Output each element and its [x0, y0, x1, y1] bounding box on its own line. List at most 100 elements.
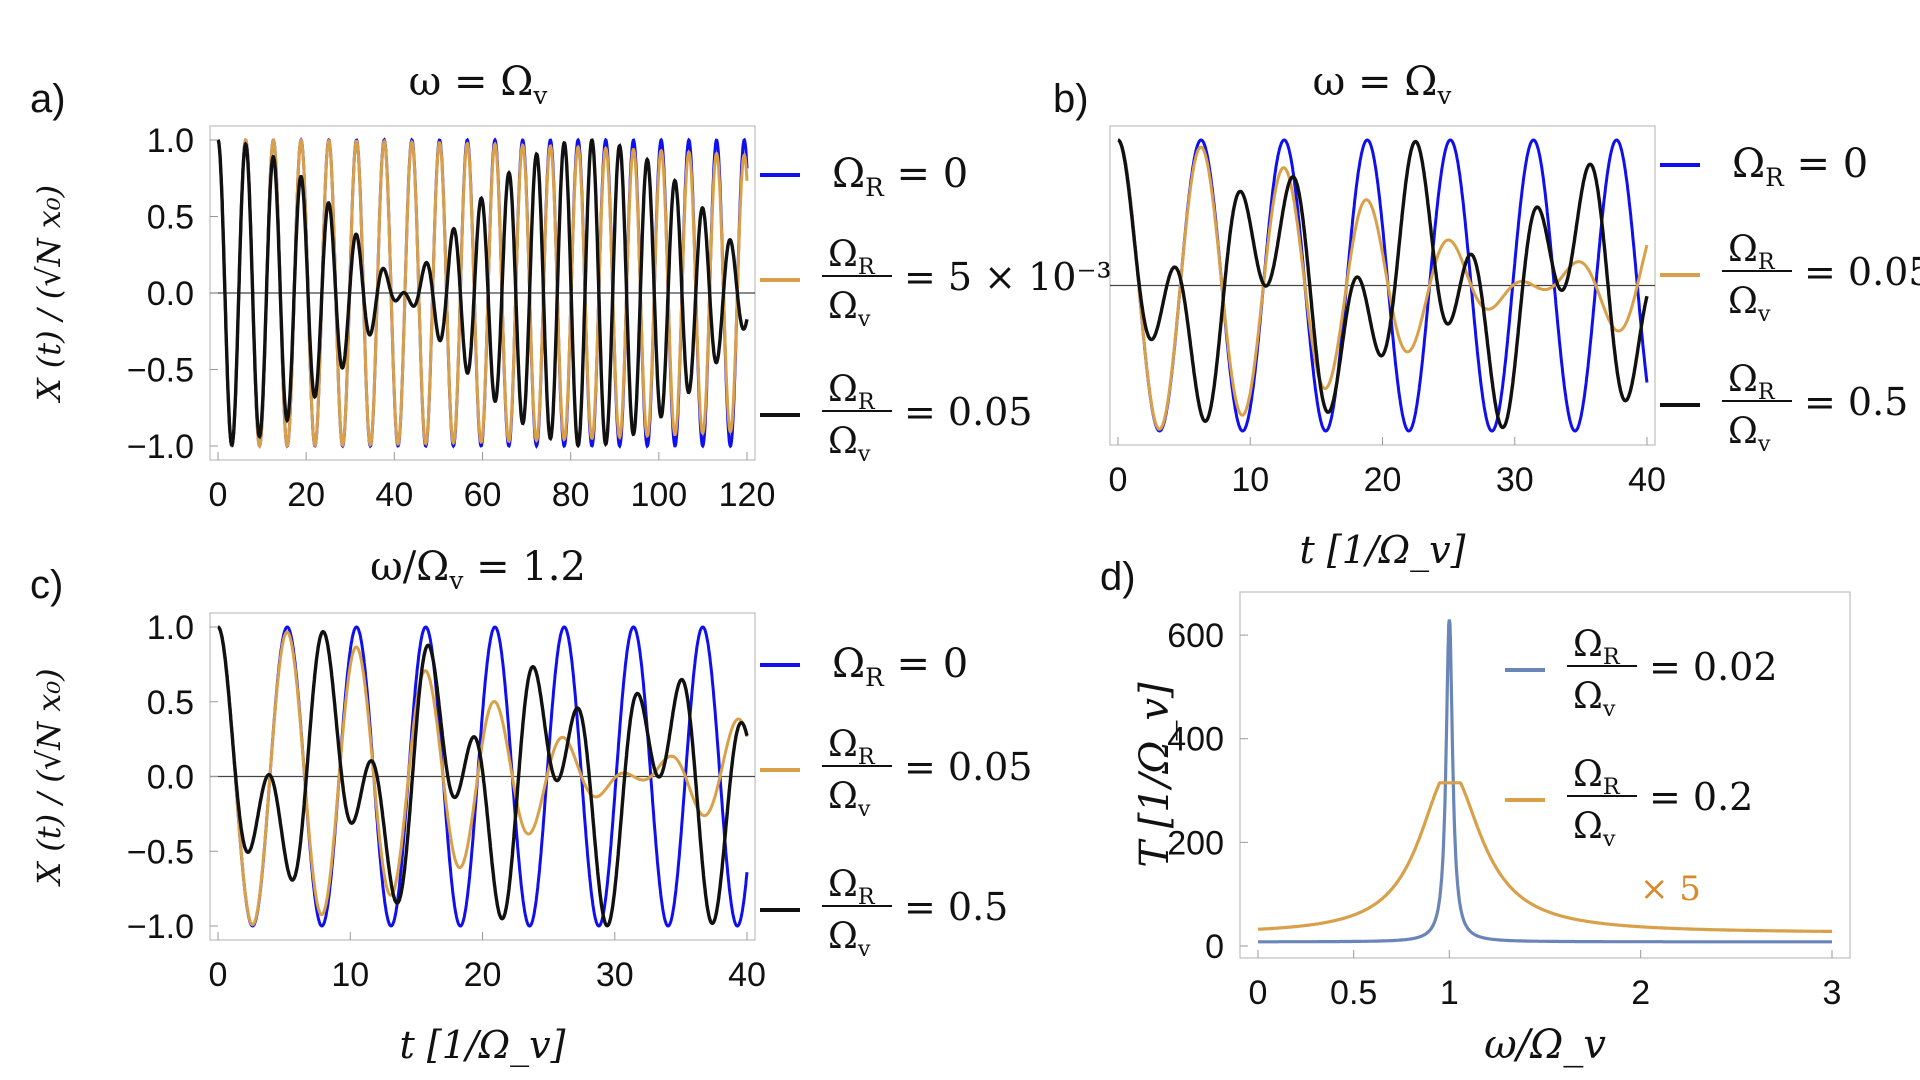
panel-4-ylabel: T [1/Ω_v] [1132, 682, 1178, 868]
panel-1-legend-1-text: ΩR = 0 [832, 151, 968, 202]
panel-1-ytick-label: 0.0 [147, 275, 194, 313]
panel-2-xlabel: t [1/Ω_v] [1300, 528, 1466, 573]
panel-4-xlabel: ω/Ω_v [1484, 1022, 1606, 1068]
panel-3-ytick-label: 0.5 [147, 684, 194, 722]
panel-3-legend-1-text: ΩR = 0 [832, 641, 968, 692]
panel-3-series-3 [217, 625, 749, 928]
panel-4-ytick-label: 0 [1205, 928, 1224, 966]
panel-3-legend-2-den: Ωv [828, 776, 871, 822]
panel-2-legend-1-text: ΩR = 0 [1732, 141, 1868, 192]
panel-1-legend-3: ΩR Ωv = 0.05 [760, 369, 1033, 467]
panel-3-ytick-label: 1.0 [147, 609, 194, 647]
panel-1-xtick-label: 40 [375, 476, 413, 514]
panel-3-ylabel-text: X (t) / (√N x₀) [30, 668, 68, 887]
panel-4-legend-2-rhs: = 0.2 [1649, 775, 1753, 819]
panel-4-ytick-label: 200 [1167, 824, 1224, 862]
panel-4-xtick-label: 1 [1440, 974, 1459, 1012]
panel-2-xtick-label: 30 [1496, 461, 1534, 499]
panel-2-xtick-label: 40 [1628, 461, 1666, 499]
panel-3-legend-1: ΩR = 0 [760, 641, 968, 692]
panel-2-legend-3-den: Ωv [1728, 411, 1771, 457]
panel-2-legend-2-den: Ωv [1728, 281, 1771, 327]
panel-4-series-1 [1258, 619, 1832, 944]
panel-4-ytick-label: 600 [1167, 617, 1224, 655]
panel-1-legend-2-rhs: = 5 × 10⁻³ [904, 255, 1112, 299]
panel-4-frame [1239, 591, 1851, 959]
panel-3-xtick-label: 40 [728, 956, 766, 994]
panel-1-xtick-label: 100 [630, 476, 687, 514]
panel-4-label: d) [1100, 555, 1136, 599]
panel-3-ytick-label: 0.0 [147, 759, 194, 797]
panel-1-legend-3-rhs: = 0.05 [904, 390, 1033, 434]
panel-1-legend-3-den: Ωv [828, 421, 871, 467]
panel-3-xtick-label: 20 [464, 956, 502, 994]
panel-2-xtick-label: 20 [1364, 461, 1402, 499]
panel-2-legend-2-rhs: = 0.05 [1804, 250, 1920, 294]
panel-3-legend-3: ΩR Ωv = 0.5 [760, 864, 1008, 962]
panel-2-legend-3-num: ΩR [1728, 359, 1776, 405]
panel-1-xtick-label: 120 [719, 476, 776, 514]
panel-4-xtick-label: 2 [1631, 974, 1650, 1012]
panel-2-legend-2-num: ΩR [1728, 229, 1776, 275]
panel-4-xtick-label: 0 [1249, 974, 1268, 1012]
panel-4-legend-2: ΩR Ωv = 0.2 [1505, 754, 1753, 852]
panel-1-series-3 [216, 138, 749, 449]
panel-4-legend-1-num: ΩR [1573, 624, 1621, 670]
panel-2-xtick-label: 10 [1231, 461, 1269, 499]
panel-4-legend-1-rhs: = 0.02 [1649, 645, 1778, 689]
panel-1-ytick-label: 0.5 [147, 199, 194, 237]
panel-1-ylabel: X (t) / (√N x₀) [30, 185, 68, 404]
panel-3-legend-2-num: ΩR [828, 724, 876, 770]
panel-2-xtick-label: 0 [1109, 461, 1128, 499]
panel-3-xtick-label: 30 [596, 956, 634, 994]
panel-1-title: ω = Ωv [409, 59, 548, 110]
panel-3-legend-3-num: ΩR [828, 864, 876, 910]
panel-1-ytick-label: 1.0 [147, 122, 194, 160]
panel-2-series-1 [1117, 138, 1649, 433]
panel-2-legend-3-rhs: = 0.5 [1804, 380, 1908, 424]
panel-4-legend-2-num: ΩR [1573, 754, 1621, 800]
panel-2-legend-3: ΩR Ωv = 0.5 [1660, 359, 1908, 457]
panel-1-xtick-label: 60 [464, 476, 502, 514]
panel-4-legend-1-den: Ωv [1573, 676, 1616, 722]
panel-4-xtick-label: 0.5 [1330, 974, 1377, 1012]
panel-4-legend-1: ΩR Ωv = 0.02 [1505, 624, 1778, 722]
panel-3-legend-3-den: Ωv [828, 916, 871, 962]
panel-3-ytick-label: −1.0 [127, 908, 194, 946]
panel-4-xtick-label: 3 [1823, 974, 1842, 1012]
panel-1-xtick-label: 80 [552, 476, 590, 514]
panel-1-xtick-label: 20 [287, 476, 325, 514]
panel-1-ylabel-text: X (t) / (√N x₀) [30, 185, 68, 404]
panel-3-xtick-label: 0 [209, 956, 228, 994]
panel-2-legend-1: ΩR = 0 [1660, 141, 1868, 192]
panel-4-ylabel-text: T [1/Ω_v] [1132, 682, 1178, 868]
panel-1-label: a) [30, 77, 66, 121]
panel-1-legend-1: ΩR = 0 [760, 151, 968, 202]
panel-2-legend-2: ΩR Ωv = 0.05 [1660, 229, 1920, 327]
panel-1-ytick-label: −1.0 [127, 428, 194, 466]
panel-1-legend-2-num: ΩR [828, 234, 876, 280]
panel-2-series-3 [1117, 138, 1649, 430]
panel-3-label: c) [30, 563, 63, 607]
panel-4-ytick-label: 400 [1167, 721, 1224, 759]
panel-2-series-2 [1117, 138, 1649, 431]
panel-1-ytick-label: −0.5 [127, 352, 194, 390]
panel-3-ylabel: X (t) / (√N x₀) [30, 668, 68, 887]
panel-1-legend-2: ΩR Ωv = 5 × 10⁻³ [760, 234, 1112, 332]
panel-3-legend-2: ΩR Ωv = 0.05 [760, 724, 1033, 822]
panel-3-xtick-label: 10 [331, 956, 369, 994]
panel-3-legend-3-rhs: = 0.5 [904, 885, 1008, 929]
panel-2-label: b) [1053, 77, 1089, 121]
panel-4-annotation: × 5 [1640, 869, 1701, 909]
panel-1-legend-2-den: Ωv [828, 286, 871, 332]
panel-3-xlabel: t [1/Ω_v] [400, 1023, 566, 1068]
panel-3-ytick-label: −0.5 [127, 833, 194, 871]
panel-2-title: ω = Ωv [1313, 59, 1452, 110]
panel-3-title: ω/Ωv = 1.2 [370, 544, 586, 595]
panel-1-xtick-label: 0 [209, 476, 228, 514]
panel-3-legend-2-rhs: = 0.05 [904, 745, 1033, 789]
panel-4-series-2 [1257, 781, 1832, 933]
panel-1-legend-3-num: ΩR [828, 369, 876, 415]
panel-4-legend-2-den: Ωv [1573, 806, 1616, 852]
